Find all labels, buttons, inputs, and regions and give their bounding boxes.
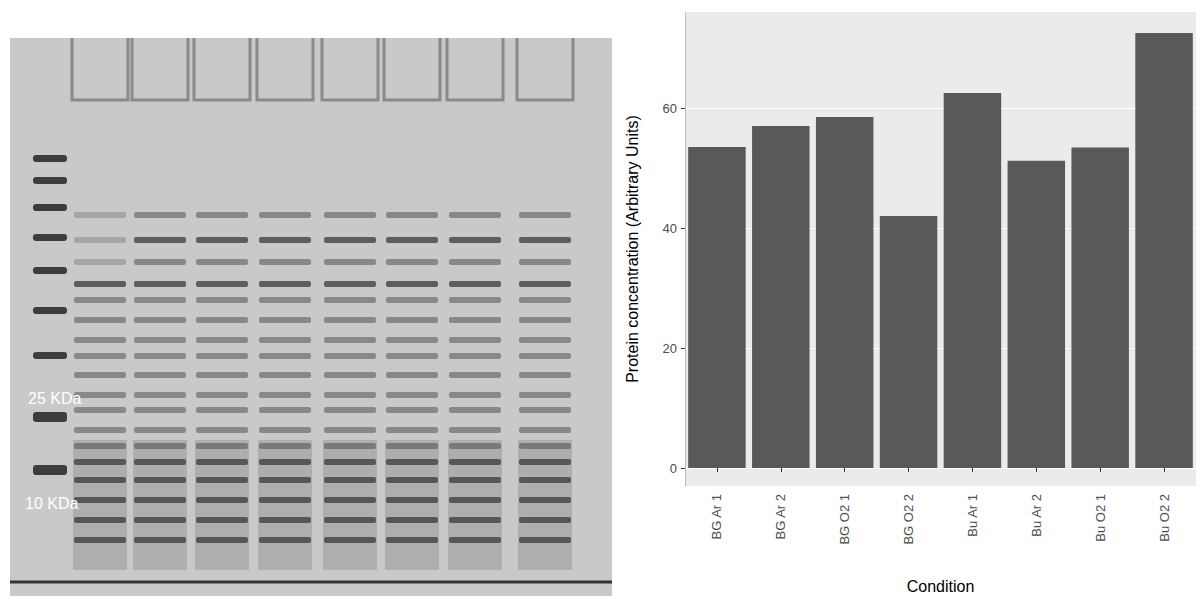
svg-text:Condition: Condition: [907, 578, 975, 595]
svg-text:60: 60: [663, 101, 677, 116]
svg-text:BG Ar 2: BG Ar 2: [773, 494, 788, 540]
svg-text:0: 0: [670, 461, 677, 476]
svg-text:10 KDa: 10 KDa: [25, 495, 78, 512]
svg-text:Bu O2 2: Bu O2 2: [1157, 494, 1172, 542]
svg-text:25 KDa: 25 KDa: [28, 390, 81, 407]
svg-text:BG Ar 1: BG Ar 1: [709, 494, 724, 540]
svg-text:Bu Ar 2: Bu Ar 2: [1029, 494, 1044, 537]
svg-text:BG O2 1: BG O2 1: [837, 494, 852, 545]
svg-text:Protein concentration (Arbitra: Protein concentration (Arbitrary Units): [624, 115, 641, 383]
svg-text:40: 40: [663, 221, 677, 236]
svg-text:Bu O2 1: Bu O2 1: [1093, 494, 1108, 542]
svg-text:Bu Ar 1: Bu Ar 1: [965, 494, 980, 537]
svg-text:BG O2 2: BG O2 2: [901, 494, 916, 545]
svg-text:20: 20: [663, 341, 677, 356]
